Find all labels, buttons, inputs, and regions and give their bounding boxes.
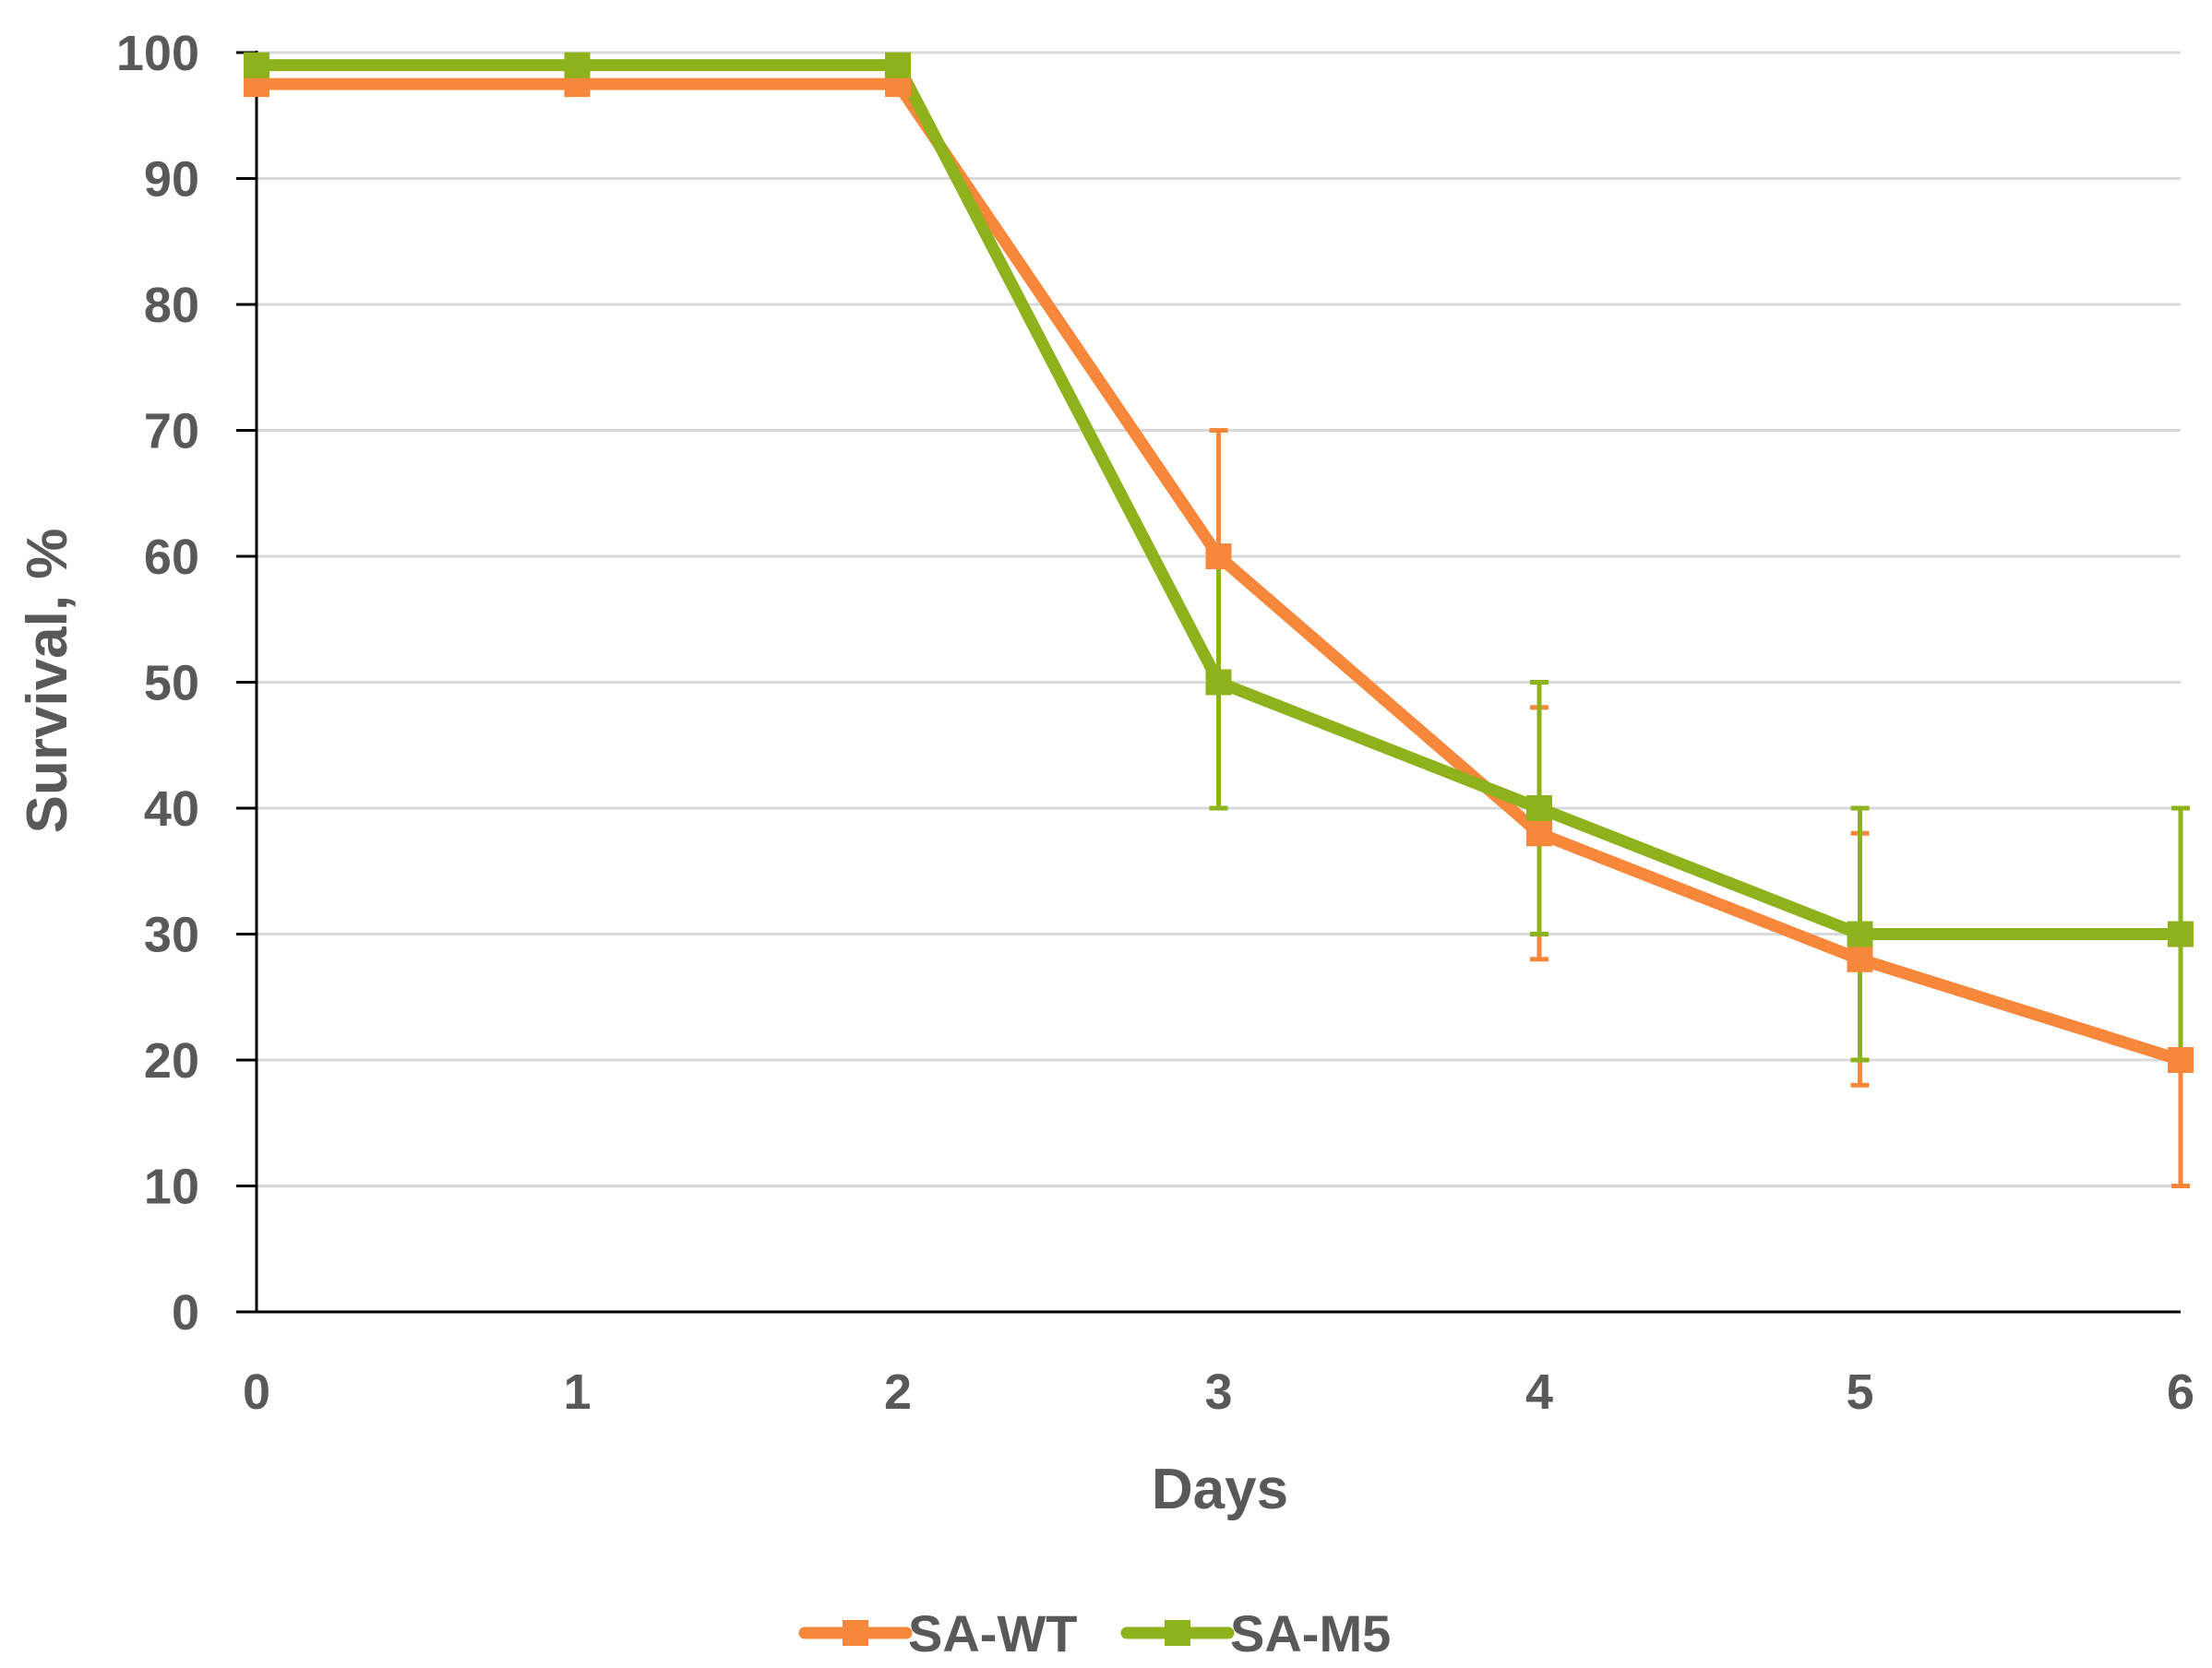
- data-point-sa-wt: [1526, 820, 1552, 847]
- y-tick-label: 50: [144, 656, 199, 711]
- legend-swatch-marker: [843, 1620, 868, 1646]
- x-tick-label: 5: [1846, 1364, 1873, 1420]
- axes: [236, 51, 2181, 1314]
- y-tick-label: 100: [116, 26, 199, 81]
- data-point-sa-wt: [2168, 1047, 2194, 1073]
- y-tick-label: 30: [144, 908, 199, 963]
- legend-label: SA-M5: [1230, 1604, 1391, 1662]
- y-tick-label: 20: [144, 1033, 199, 1089]
- y-tick-label: 70: [144, 404, 199, 459]
- x-tick-label: 2: [884, 1364, 912, 1420]
- x-tick-label: 4: [1525, 1364, 1553, 1420]
- legend-swatch-marker: [1165, 1620, 1190, 1646]
- data-point-sa-m5: [1526, 795, 1552, 821]
- data-point-sa-wt: [1847, 946, 1873, 972]
- y-tick-label: 0: [172, 1285, 199, 1340]
- legend: SA-WT SA-M5: [798, 1604, 1391, 1662]
- y-tick-label: 90: [144, 152, 199, 208]
- y-tick-label: 40: [144, 781, 199, 837]
- data-point-sa-m5: [564, 52, 591, 78]
- legend-item-sa-wt: SA-WT: [798, 1604, 1078, 1662]
- data-point-sa-m5: [885, 52, 911, 78]
- y-tick-label: 10: [144, 1160, 199, 1215]
- y-axis-title: Survival, %: [16, 529, 79, 834]
- data-markers: [244, 52, 2194, 1073]
- legend-item-sa-m5: SA-M5: [1120, 1604, 1391, 1662]
- x-tick-label: 6: [2167, 1364, 2194, 1420]
- data-point-sa-m5: [244, 52, 269, 78]
- x-tick-label: 3: [1204, 1364, 1232, 1420]
- data-point-sa-m5: [1205, 669, 1232, 696]
- legend-label: SA-WT: [908, 1604, 1078, 1662]
- x-tick-label: 1: [563, 1364, 591, 1420]
- x-tick-label: 0: [243, 1364, 270, 1420]
- y-tick-label: 60: [144, 530, 199, 585]
- x-axis-title: Days: [1152, 1458, 1288, 1521]
- data-point-sa-m5: [1847, 921, 1873, 947]
- y-tick-labels: 0 10 20 30 40 50 60 70 80 90 100: [116, 26, 199, 1340]
- data-point-sa-m5: [2168, 921, 2194, 947]
- y-tick-label: 80: [144, 278, 199, 333]
- data-point-sa-wt: [1205, 543, 1232, 569]
- x-tick-labels: 0 1 2 3 4 5 6: [243, 1364, 2194, 1420]
